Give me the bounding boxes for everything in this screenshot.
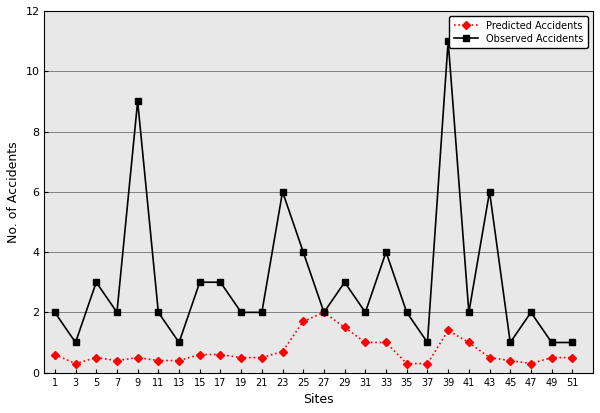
Observed Accidents	[299, 249, 307, 254]
Predicted Accidents	[465, 340, 472, 345]
Predicted Accidents	[527, 361, 535, 366]
Predicted Accidents	[382, 340, 389, 345]
Observed Accidents	[362, 310, 369, 315]
Observed Accidents	[506, 340, 514, 345]
Predicted Accidents	[279, 349, 286, 354]
Line: Observed Accidents: Observed Accidents	[52, 38, 575, 345]
Observed Accidents	[51, 310, 58, 315]
Predicted Accidents	[113, 358, 121, 363]
Observed Accidents	[92, 280, 100, 285]
Predicted Accidents	[51, 352, 58, 357]
Predicted Accidents	[299, 319, 307, 324]
Predicted Accidents	[362, 340, 369, 345]
Observed Accidents	[238, 310, 245, 315]
Predicted Accidents	[92, 355, 100, 360]
Legend: Predicted Accidents, Observed Accidents: Predicted Accidents, Observed Accidents	[449, 16, 588, 48]
Observed Accidents	[465, 310, 472, 315]
Predicted Accidents	[341, 325, 348, 330]
Observed Accidents	[155, 310, 162, 315]
Observed Accidents	[424, 340, 431, 345]
Observed Accidents	[217, 280, 224, 285]
Observed Accidents	[279, 189, 286, 194]
Predicted Accidents	[196, 352, 203, 357]
Predicted Accidents	[217, 352, 224, 357]
Predicted Accidents	[155, 358, 162, 363]
Predicted Accidents	[403, 361, 410, 366]
Predicted Accidents	[72, 361, 79, 366]
Observed Accidents	[445, 38, 452, 43]
X-axis label: Sites: Sites	[304, 393, 334, 406]
Observed Accidents	[382, 249, 389, 254]
Predicted Accidents	[548, 355, 555, 360]
Observed Accidents	[341, 280, 348, 285]
Predicted Accidents	[486, 355, 493, 360]
Observed Accidents	[258, 310, 265, 315]
Predicted Accidents	[506, 358, 514, 363]
Observed Accidents	[403, 310, 410, 315]
Observed Accidents	[72, 340, 79, 345]
Observed Accidents	[527, 310, 535, 315]
Observed Accidents	[320, 310, 328, 315]
Observed Accidents	[113, 310, 121, 315]
Observed Accidents	[548, 340, 555, 345]
Y-axis label: No. of Accidents: No. of Accidents	[7, 141, 20, 242]
Line: Predicted Accidents: Predicted Accidents	[52, 310, 575, 366]
Observed Accidents	[175, 340, 182, 345]
Predicted Accidents	[175, 358, 182, 363]
Predicted Accidents	[258, 355, 265, 360]
Predicted Accidents	[134, 355, 141, 360]
Predicted Accidents	[238, 355, 245, 360]
Observed Accidents	[134, 99, 141, 104]
Predicted Accidents	[320, 310, 328, 315]
Predicted Accidents	[445, 328, 452, 333]
Predicted Accidents	[569, 355, 576, 360]
Observed Accidents	[569, 340, 576, 345]
Predicted Accidents	[424, 361, 431, 366]
Observed Accidents	[486, 189, 493, 194]
Observed Accidents	[196, 280, 203, 285]
